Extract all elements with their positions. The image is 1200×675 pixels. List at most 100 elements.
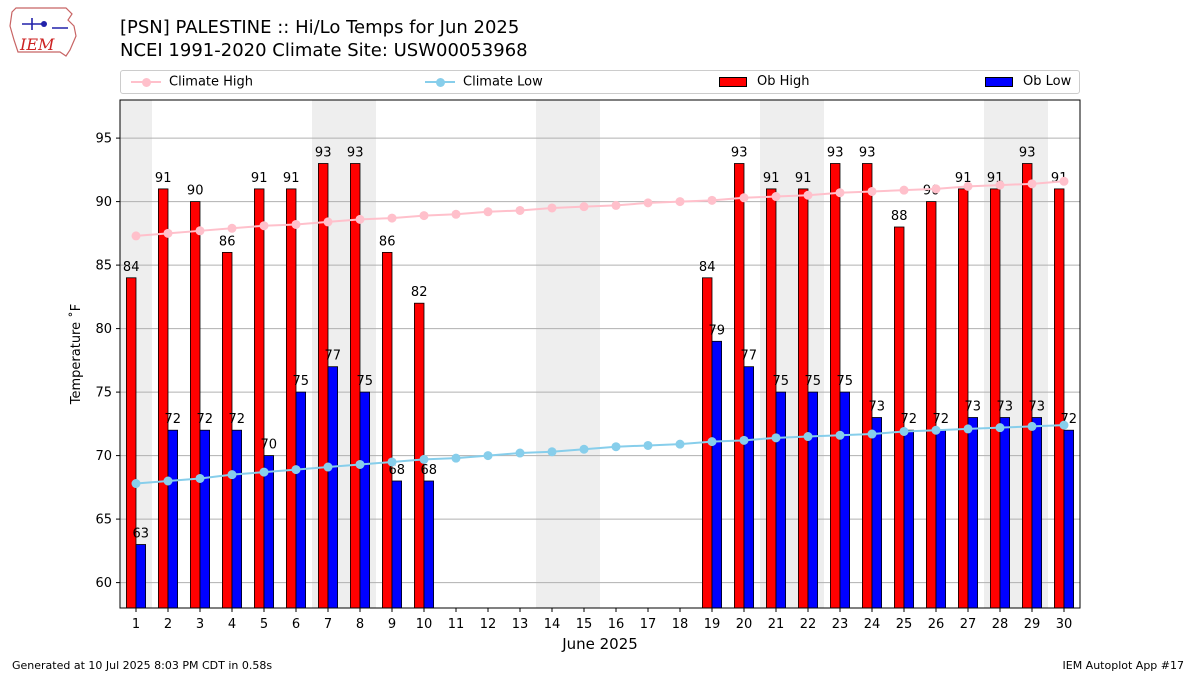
ob-low-label: 63 [133, 527, 150, 542]
ob-high-label: 82 [411, 285, 428, 300]
climate-high-point [355, 214, 365, 224]
climate-low-point [963, 424, 973, 434]
climate-low-point [739, 435, 749, 445]
ob-high-label: 88 [891, 209, 908, 224]
legend-climate-high-label: Climate High [169, 74, 254, 90]
climate-high-point [611, 200, 621, 210]
ob-low-bar [135, 544, 147, 609]
ob-high-label: 93 [347, 146, 364, 161]
climate-high-point [803, 190, 813, 200]
climate-low-point [163, 476, 173, 486]
x-tick-label: 30 [1056, 617, 1073, 632]
climate-high-point [771, 192, 781, 202]
climate-high-point [963, 181, 973, 191]
ob-high-label: 93 [859, 146, 876, 161]
climate-high-point [259, 221, 269, 231]
ob-low-bar [423, 480, 435, 609]
ob-high-swatch [719, 76, 747, 87]
climate-low-point [995, 423, 1005, 433]
climate-low-point [643, 440, 653, 450]
weekend-shade [568, 100, 600, 608]
ob-high-bar [285, 188, 297, 609]
chart-subtitle: NCEI 1991-2020 Climate Site: USW00053968 [120, 40, 528, 61]
y-tick-label: 75 [95, 386, 112, 401]
ob-low-bar [839, 391, 851, 609]
ob-low-label: 68 [389, 463, 406, 478]
climate-high-point [1027, 179, 1037, 189]
climate-low-point [579, 444, 589, 454]
climate-high-swatch [131, 74, 161, 90]
climate-low-point [195, 473, 205, 483]
chart-title: [PSN] PALESTINE :: Hi/Lo Temps for Jun 2… [120, 17, 520, 38]
x-axis-label: June 2025 [561, 635, 638, 653]
ob-high-bar [253, 188, 265, 609]
ob-low-label: 72 [933, 412, 950, 427]
ob-high-bar [734, 163, 745, 609]
x-tick-label: 5 [260, 617, 268, 632]
ob-low-bar [1063, 429, 1075, 609]
ob-high-bar [926, 201, 937, 609]
legend-climate-low-label: Climate Low [463, 74, 543, 90]
ob-high-label: 86 [379, 234, 396, 249]
climate-high-point [323, 217, 333, 227]
ob-low-label: 75 [357, 374, 374, 389]
climate-low-point [931, 425, 941, 435]
legend-ob-high-label: Ob High [757, 74, 810, 89]
ob-high-bar [798, 188, 809, 609]
ob-low-label: 75 [805, 374, 822, 389]
climate-low-point [547, 447, 557, 457]
climate-high-point [419, 211, 429, 221]
legend-ob-low-label: Ob Low [1023, 74, 1072, 89]
climate-high-point [131, 231, 141, 241]
legend-climate-low: Climate Low [425, 74, 543, 91]
legend: Climate High Climate Low Ob High Ob Low [120, 70, 1080, 94]
y-tick-label: 80 [95, 322, 112, 337]
climate-high-point [739, 193, 749, 203]
y-axis-label: Temperature ˚F [68, 304, 84, 405]
ob-low-label: 77 [325, 349, 342, 364]
x-tick-label: 29 [1024, 617, 1041, 632]
ob-low-label: 73 [997, 400, 1014, 415]
ob-low-label: 73 [1029, 400, 1046, 415]
ob-low-bar [775, 391, 787, 609]
ob-low-label: 75 [837, 374, 854, 389]
climate-high-point [995, 180, 1005, 190]
ob-high-label: 86 [219, 234, 236, 249]
ob-low-bar [935, 429, 947, 609]
climate-high-point [195, 226, 205, 236]
y-tick-label: 60 [95, 576, 112, 591]
climate-high-point [227, 223, 237, 233]
x-tick-label: 28 [992, 617, 1009, 632]
climate-high-point [643, 198, 653, 208]
ob-high-bar [990, 188, 1001, 609]
y-tick-label: 90 [95, 195, 112, 210]
ob-high-bar [958, 188, 969, 609]
climate-low-point [611, 442, 621, 452]
ob-high-label: 90 [187, 184, 204, 199]
x-tick-label: 1 [132, 617, 140, 632]
ob-low-label: 72 [229, 412, 246, 427]
ob-low-label: 75 [293, 374, 310, 389]
climate-high-point [291, 219, 301, 229]
climate-low-point [771, 433, 781, 443]
ob-low-label: 72 [901, 412, 918, 427]
ob-high-bar [381, 251, 393, 609]
climate-high-line [135, 180, 1065, 237]
ob-low-bar [327, 366, 339, 609]
ob-low-label: 75 [773, 374, 790, 389]
y-tick-label: 95 [95, 132, 112, 147]
climate-high-point [483, 207, 493, 217]
climate-low-point [483, 451, 493, 461]
ob-low-bar [231, 429, 243, 609]
ob-low-bar [263, 455, 275, 609]
climate-low-point [675, 439, 685, 449]
climate-low-point [259, 467, 269, 477]
ob-high-label: 93 [315, 146, 332, 161]
x-tick-label: 8 [356, 617, 364, 632]
x-tick-label: 2 [164, 617, 172, 632]
ob-high-label: 93 [731, 146, 748, 161]
ob-low-bar [903, 429, 915, 609]
x-tick-label: 10 [416, 617, 433, 632]
ob-low-label: 70 [261, 438, 278, 453]
